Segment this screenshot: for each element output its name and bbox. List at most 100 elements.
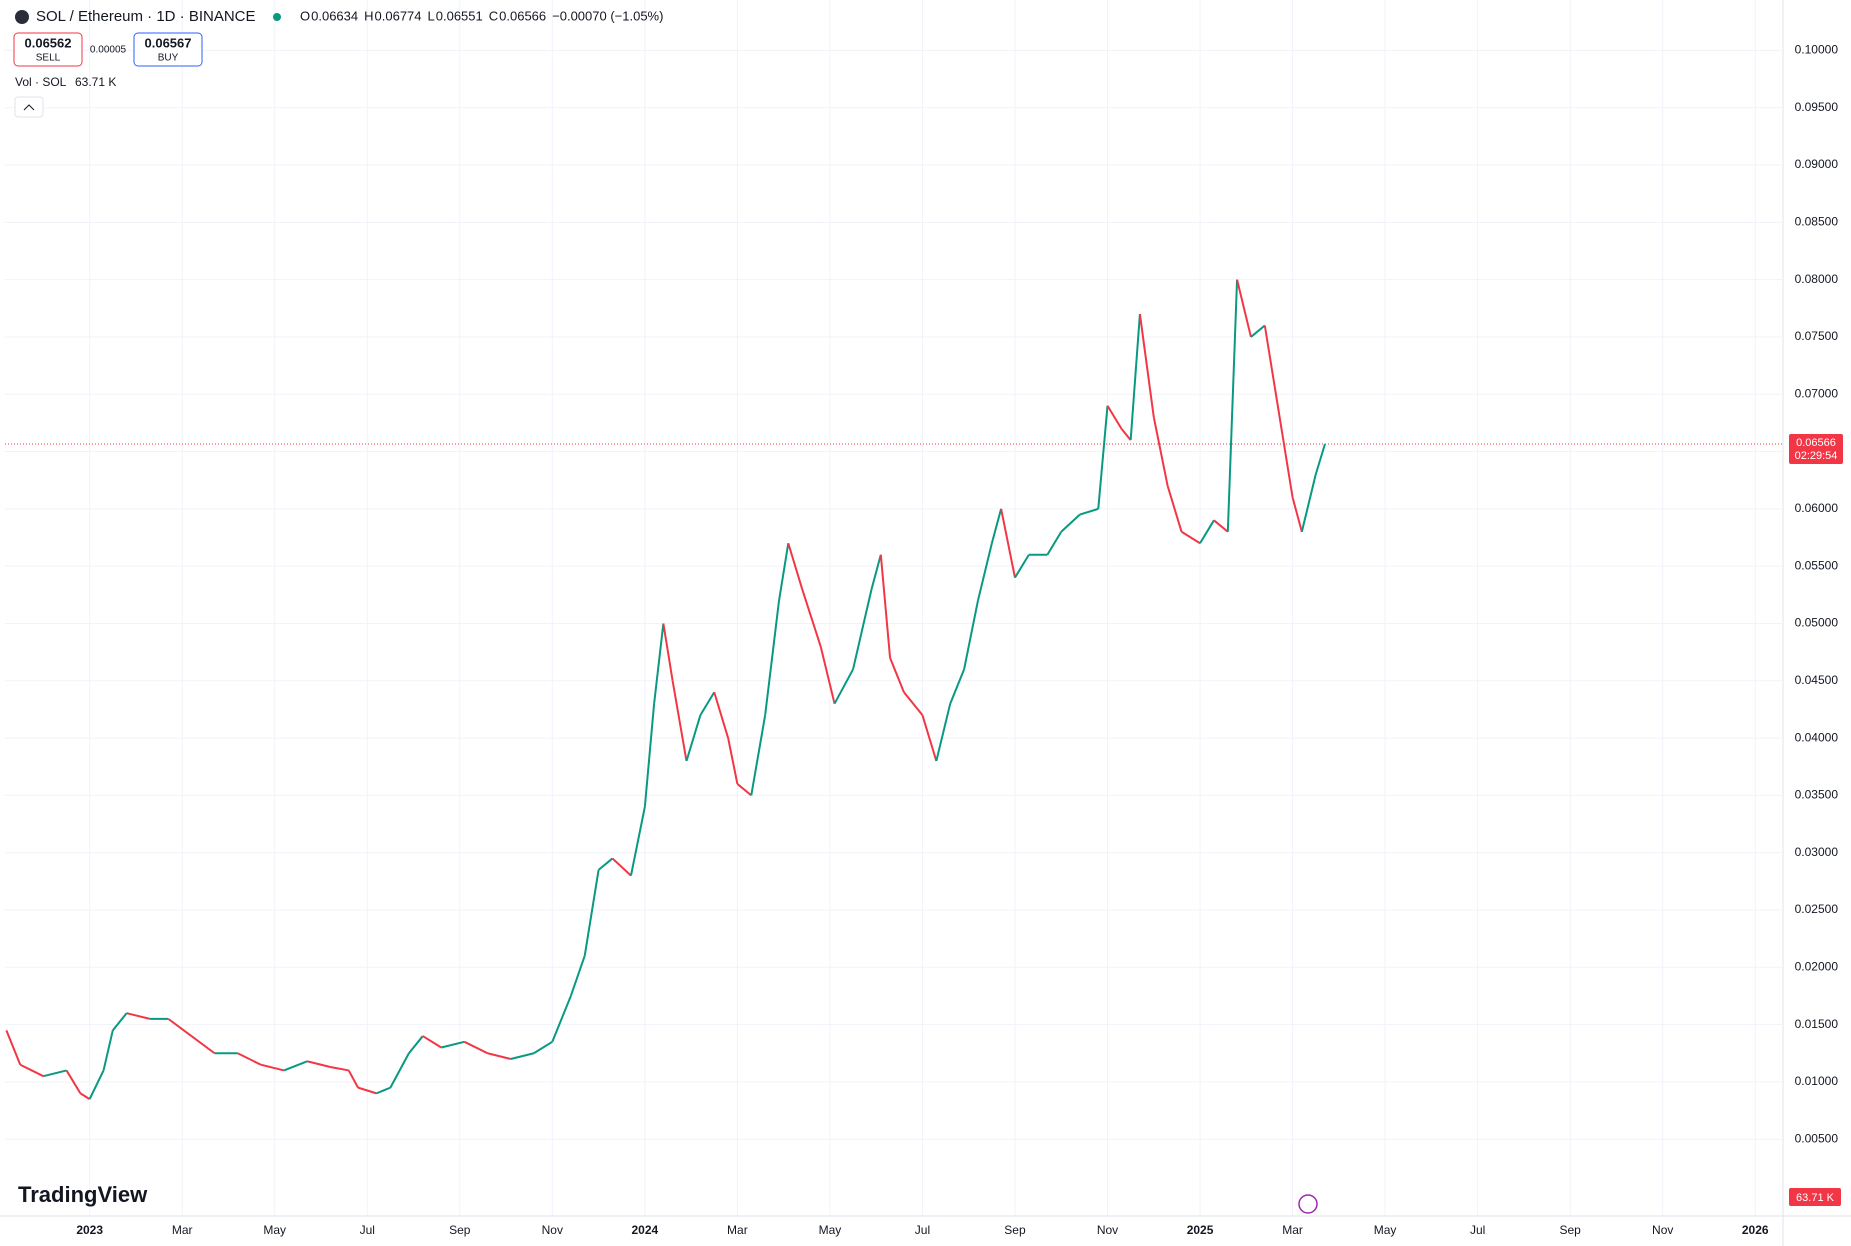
price-segment — [597, 857, 614, 871]
buy-price[interactable]: 0.06567 — [145, 35, 192, 50]
price-segment — [611, 857, 632, 877]
ohlc-key: O — [300, 8, 310, 23]
x-tick-label: May — [819, 1223, 842, 1237]
price-segment — [889, 657, 905, 693]
price-segment — [376, 1086, 391, 1095]
x-tick-label: 2026 — [1742, 1223, 1769, 1237]
symbol: SOL / Ethereum · 1D · BINANCE — [36, 8, 256, 25]
price-segment — [699, 691, 716, 716]
x-tick-label: 2024 — [632, 1223, 659, 1237]
price-segment — [65, 1069, 82, 1094]
price-segment — [870, 554, 882, 590]
y-tick-label: 0.04500 — [1795, 673, 1839, 687]
y-tick-label: 0.08500 — [1795, 215, 1839, 229]
price-segment — [1291, 497, 1303, 533]
y-tick-label: 0.05000 — [1795, 616, 1839, 630]
ohlc-key: C — [489, 8, 498, 23]
price-segment — [19, 1063, 44, 1078]
price-segment — [935, 703, 952, 762]
x-tick-label: Jul — [915, 1223, 930, 1237]
price-segment — [5, 1029, 22, 1066]
price-segment — [190, 1035, 216, 1055]
price-segment — [778, 543, 790, 601]
price-tag-value: 0.06566 — [1796, 437, 1836, 449]
price-tag — [1789, 433, 1843, 464]
price-segment — [736, 783, 752, 797]
price-segment — [1079, 507, 1099, 516]
x-tick-label: Nov — [1652, 1223, 1673, 1237]
y-tick-label: 0.08000 — [1795, 272, 1839, 286]
price-segment — [713, 691, 730, 739]
price-segment — [510, 1052, 535, 1060]
price-segment — [1181, 530, 1201, 545]
x-tick-label: 2023 — [76, 1223, 103, 1237]
change: −0.00070 (−1.05%) — [552, 8, 663, 23]
price-segment — [1060, 513, 1081, 533]
price-segment — [283, 1060, 308, 1072]
price-segment — [921, 714, 938, 762]
buy-button[interactable] — [133, 32, 203, 67]
x-tick-label: Mar — [1282, 1223, 1303, 1237]
buy-label[interactable]: BUY — [158, 53, 179, 64]
y-tick-label: 0.01500 — [1795, 1017, 1839, 1031]
price-segment — [463, 1040, 488, 1055]
price-segment — [1166, 485, 1183, 533]
y-tick-label: 0.09000 — [1795, 157, 1839, 171]
collapse-icon[interactable] — [23, 104, 35, 111]
price-segment — [764, 600, 781, 716]
price-segment — [1236, 279, 1252, 338]
price-segment — [879, 554, 892, 658]
status-dot — [273, 13, 281, 21]
price-segment — [1282, 439, 1294, 498]
x-tick-label: Jul — [360, 1223, 375, 1237]
x-tick-label: Sep — [449, 1223, 471, 1237]
price-segment — [102, 1030, 114, 1071]
price-segment — [1152, 416, 1169, 487]
price-segment — [79, 1092, 91, 1100]
ohlc: O 0.06634 H 0.06774 L 0.06551 C 0.06566 — [300, 8, 546, 23]
price-segment — [1046, 531, 1063, 556]
price-segment — [88, 1070, 105, 1100]
y-tick-label: 0.03500 — [1795, 788, 1839, 802]
price-segment — [551, 995, 572, 1043]
x-tick-label: Sep — [1559, 1223, 1581, 1237]
collapse-button[interactable] — [14, 96, 44, 118]
price-segment — [819, 646, 836, 704]
y-tick-label: 0.00500 — [1795, 1131, 1839, 1145]
x-tick-label: Mar — [727, 1223, 748, 1237]
price-segment — [112, 1012, 128, 1031]
price-segment — [43, 1069, 67, 1078]
price-segment — [533, 1040, 553, 1055]
price-segment — [727, 737, 739, 785]
price-segment — [653, 623, 665, 704]
price-segment — [949, 668, 966, 705]
price-segment — [1129, 313, 1141, 441]
sell-button[interactable] — [13, 32, 83, 67]
spread: 0.00005 — [90, 45, 127, 56]
y-tick-label: 0.06000 — [1795, 501, 1839, 515]
sell-price[interactable]: 0.06562 — [25, 35, 72, 50]
price-segment — [583, 869, 600, 956]
price-segment — [1226, 279, 1239, 532]
y-tick-label: 0.07000 — [1795, 386, 1839, 400]
symbol-icon — [15, 10, 29, 24]
y-tick-label: 0.07500 — [1795, 329, 1839, 343]
price-segment — [801, 588, 822, 647]
price-segment — [408, 1035, 424, 1054]
lightning-icon[interactable] — [1298, 1194, 1318, 1214]
sell-label[interactable]: SELL — [36, 53, 61, 64]
y-tick-label: 0.02000 — [1795, 959, 1839, 973]
volume-tag-text: 63.71 K — [1796, 1192, 1835, 1204]
volume-value: 63.71 K — [75, 75, 116, 89]
ohlc-value: 0.06774 — [375, 8, 422, 23]
price-segment — [330, 1066, 349, 1072]
price-segment — [389, 1052, 410, 1089]
price-segment — [671, 680, 688, 762]
price-segment — [422, 1035, 442, 1049]
x-tick-label: Nov — [1097, 1223, 1118, 1237]
price-tag-countdown: 02:29:54 — [1795, 450, 1838, 462]
ohlc-value: 0.06634 — [311, 8, 358, 23]
price-segment — [1106, 405, 1123, 430]
price-segment — [685, 714, 702, 762]
